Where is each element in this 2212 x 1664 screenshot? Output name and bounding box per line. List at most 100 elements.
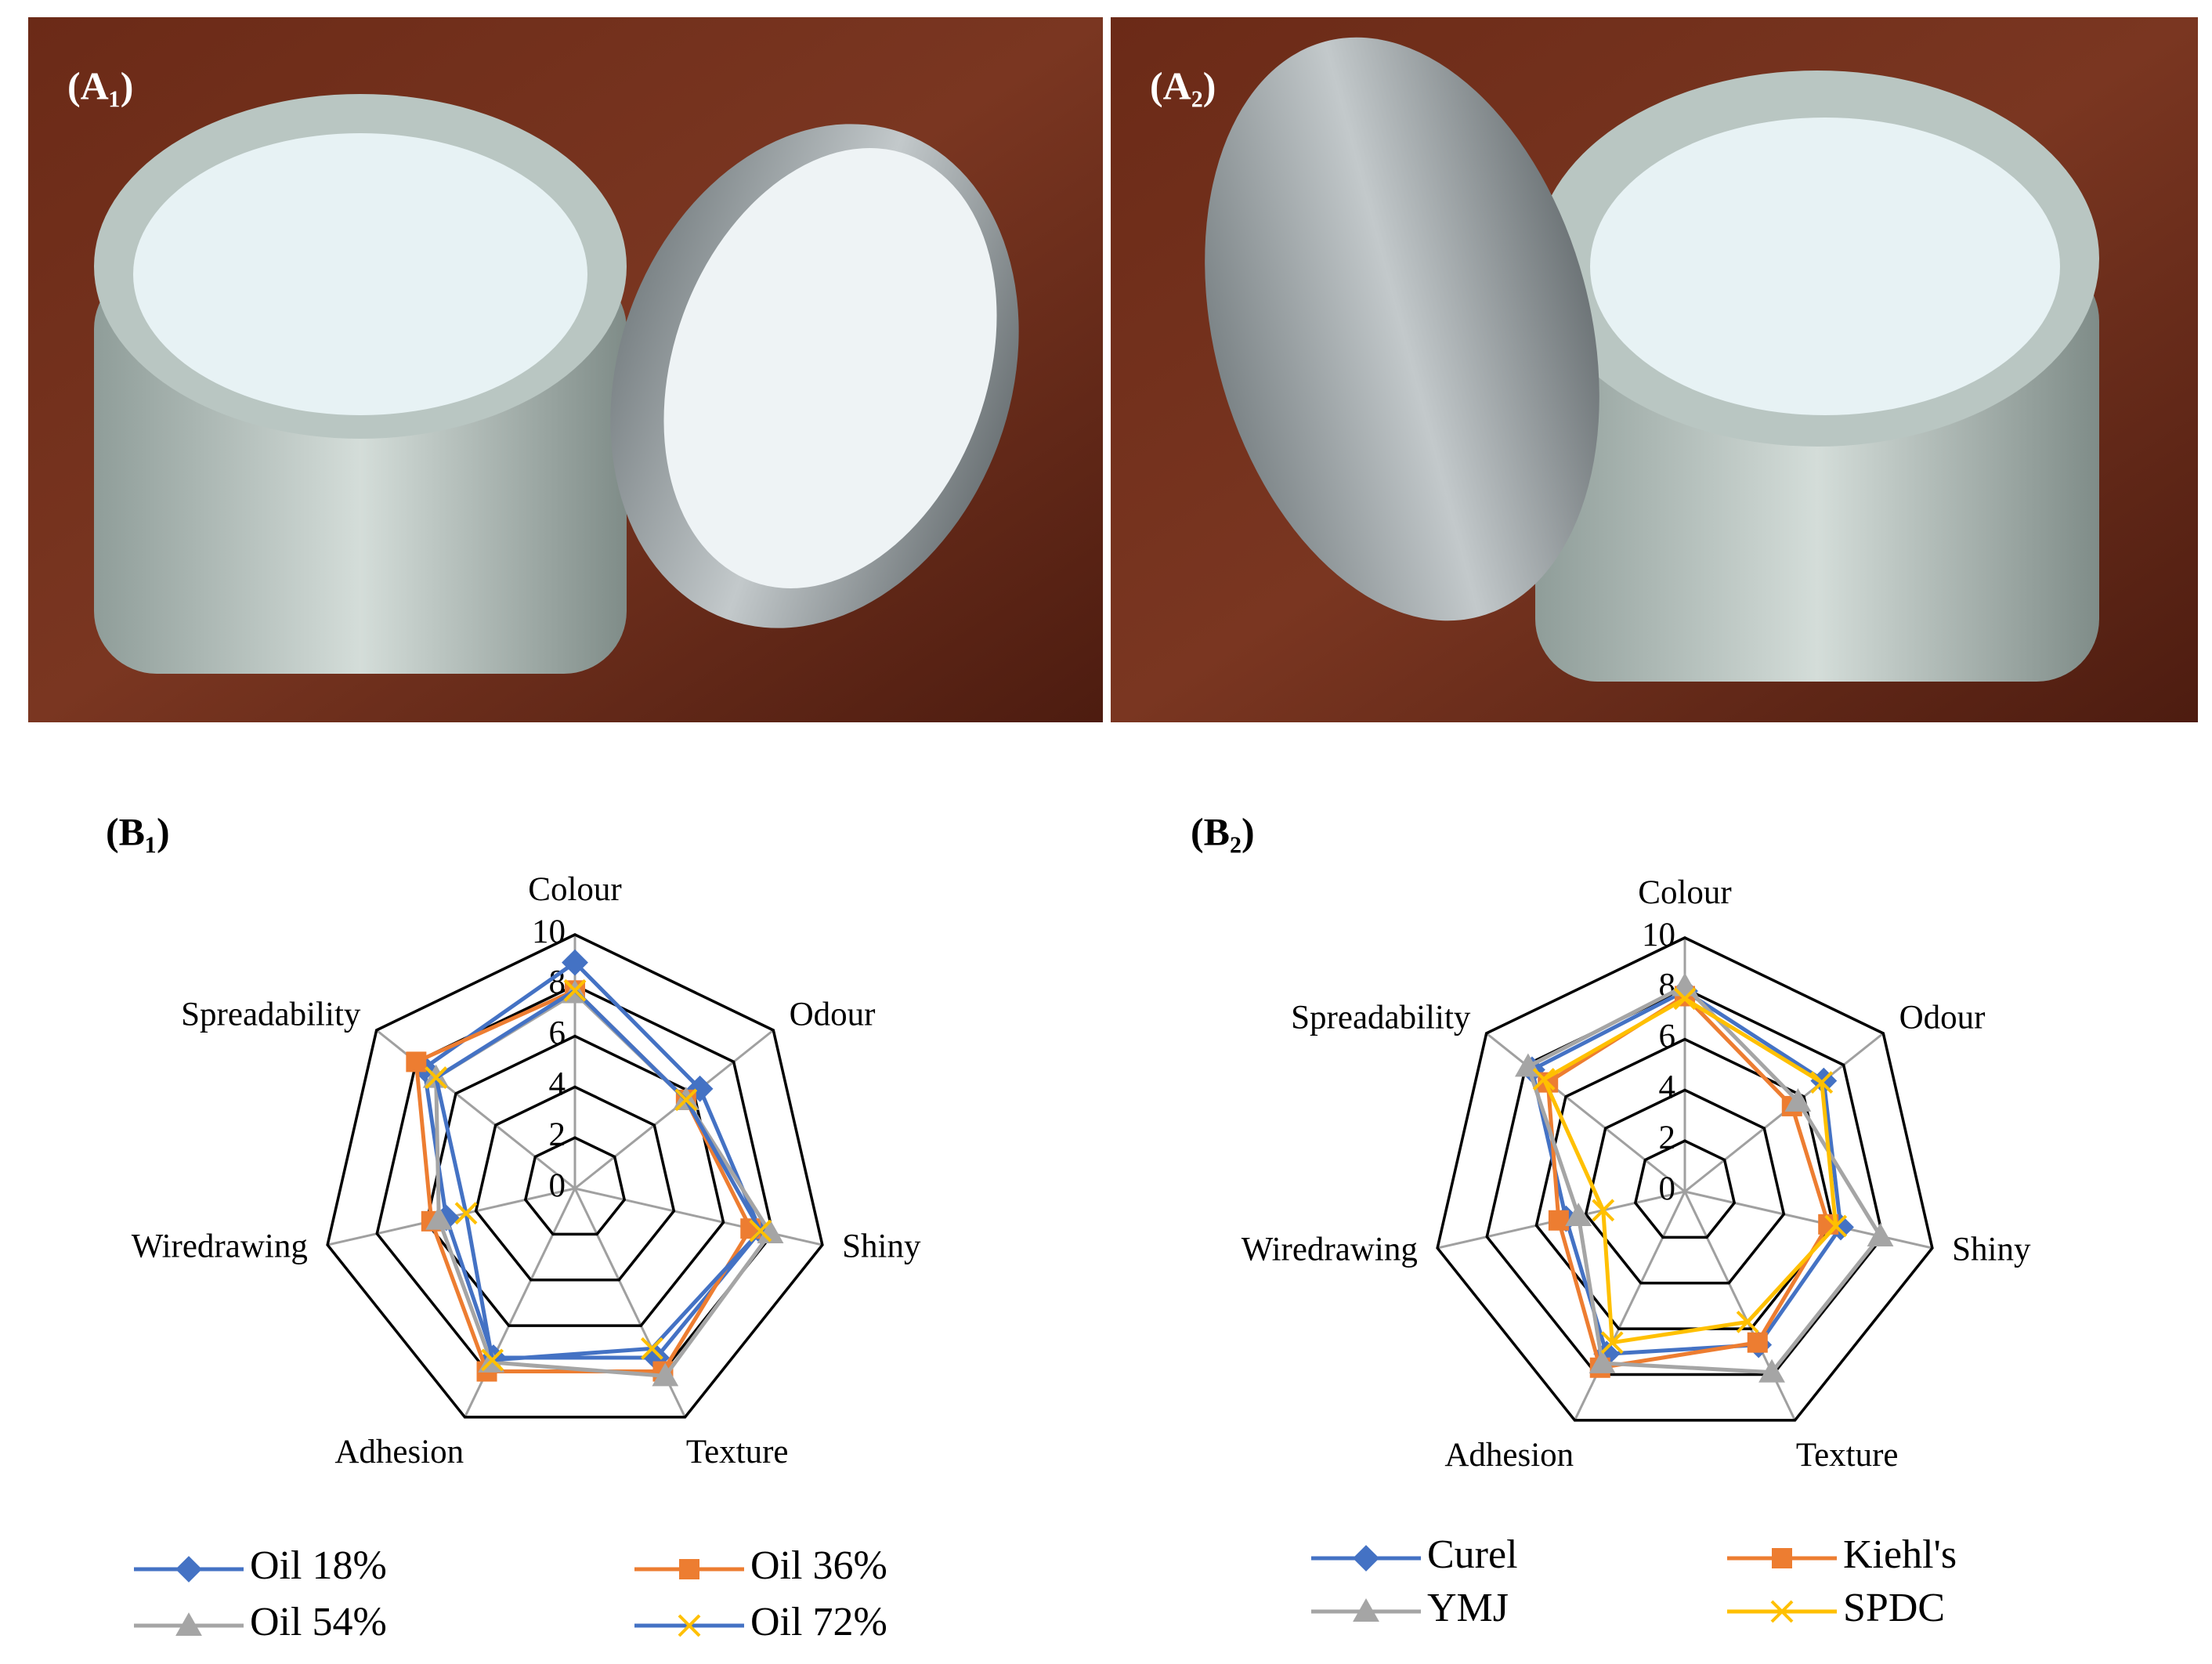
category-label: Texture [1796,1437,1899,1474]
marker [640,1337,663,1360]
legend-marker [678,1614,701,1637]
marker [1784,1087,1812,1112]
series-line [433,988,763,1362]
category-label: Wiredrawing [1242,1232,1418,1268]
marker [1593,1340,1621,1368]
panel-label: (B₂) [1191,809,1255,853]
marker [481,1348,504,1372]
legend-marker [1353,1598,1379,1622]
marker [1548,1210,1569,1231]
marker [749,1219,772,1243]
legend-marker [679,1559,699,1579]
category-label: Shiny [842,1228,921,1265]
marker [652,1362,679,1387]
photo-a2: (A₂) [1111,17,2198,722]
category-label: Texture [686,1434,789,1470]
marker [1532,1068,1556,1091]
marker [406,1051,427,1073]
photo-label: (A₂) [1150,63,1216,107]
grid-ring [1436,936,1934,1422]
marker [563,979,587,1002]
category-label: Odour [790,997,876,1033]
tick-label: 0 [1659,1170,1676,1207]
category-label: Adhesion [334,1434,464,1470]
cream [133,133,587,415]
grid-ring [326,933,824,1419]
tick-label: 10 [532,913,566,950]
marker [757,1220,784,1243]
category-label: Spreadability [181,997,361,1033]
tick-label: 6 [1659,1018,1676,1054]
legend-marker [175,1612,202,1636]
legend-label: SPDC [1843,1586,1945,1630]
legend-marker [1770,1600,1794,1623]
legend-label: Kiehl's [1843,1532,1957,1577]
marker [432,1204,460,1232]
category-label: Adhesion [1444,1437,1574,1474]
marker [1758,1358,1785,1383]
grid-ring [474,1085,676,1282]
legend-label: Curel [1427,1532,1518,1577]
marker [674,1088,698,1112]
marker [1592,1199,1615,1222]
category-label: Colour [1638,874,1731,911]
lid [1205,37,1599,621]
legend-label: Oil 36% [750,1543,887,1588]
tick-label: 2 [549,1116,566,1153]
series-line [1530,989,1843,1356]
panel-label: (B₁) [106,809,170,853]
radar-chart: (B₁)0246810ColourOdourShinyTextureAdhesi… [106,809,921,1644]
category-label: Odour [1899,1000,1986,1036]
photo-a1: (A₁) [28,17,1103,722]
photo-label: (A₁) [67,63,133,107]
legend-label: Oil 72% [750,1600,887,1644]
marker [562,949,588,976]
marker [1673,987,1697,1011]
marker [425,1206,453,1230]
tick-label: 6 [549,1015,566,1051]
marker [454,1202,478,1225]
legend-marker [1353,1545,1379,1572]
grid-ring [1584,1088,1786,1285]
axis-spoke [1574,1191,1686,1421]
legend-marker [175,1556,202,1583]
category-label: Wiredrawing [132,1228,308,1265]
tick-label: 10 [1642,917,1675,953]
category-label: Spreadability [1291,1000,1471,1036]
marker [1867,1223,1894,1246]
series-line [1541,996,1838,1345]
series-line [1545,993,1831,1370]
tick-label: 4 [549,1065,566,1102]
marker [1810,1071,1834,1094]
legend-marker [1772,1548,1792,1568]
legend-label: YMJ [1427,1586,1509,1630]
series-line [1525,983,1883,1375]
grid-ring [425,1034,725,1327]
marker [1747,1332,1768,1353]
tick-label: 0 [549,1167,566,1204]
charts: (B₁)0246810ColourOdourShinyTextureAdhesi… [106,809,2031,1644]
legend-label: Oil 54% [250,1600,387,1644]
tick-label: 4 [1659,1069,1676,1105]
marker [1672,972,1698,997]
marker [686,1075,714,1102]
marker [1589,1350,1616,1373]
marker [1824,1214,1848,1238]
category-label: Colour [528,871,621,908]
grid-ring [523,1136,627,1236]
category-label: Shiny [1952,1232,2031,1268]
marker [425,1066,448,1090]
lid-inside [663,148,997,588]
marker [1565,1203,1592,1227]
cream [1590,118,2060,415]
grid-ring [1633,1139,1737,1239]
axis-spoke [1485,1032,1686,1193]
series-line [421,960,763,1360]
axis-spoke [1684,1190,1933,1250]
radar-chart: (B₂)0246810ColourOdourShinyTextureAdhesi… [1191,809,2031,1630]
tick-label: 2 [1659,1120,1676,1156]
legend-label: Oil 18% [250,1543,387,1588]
axis-spoke [574,1187,823,1246]
